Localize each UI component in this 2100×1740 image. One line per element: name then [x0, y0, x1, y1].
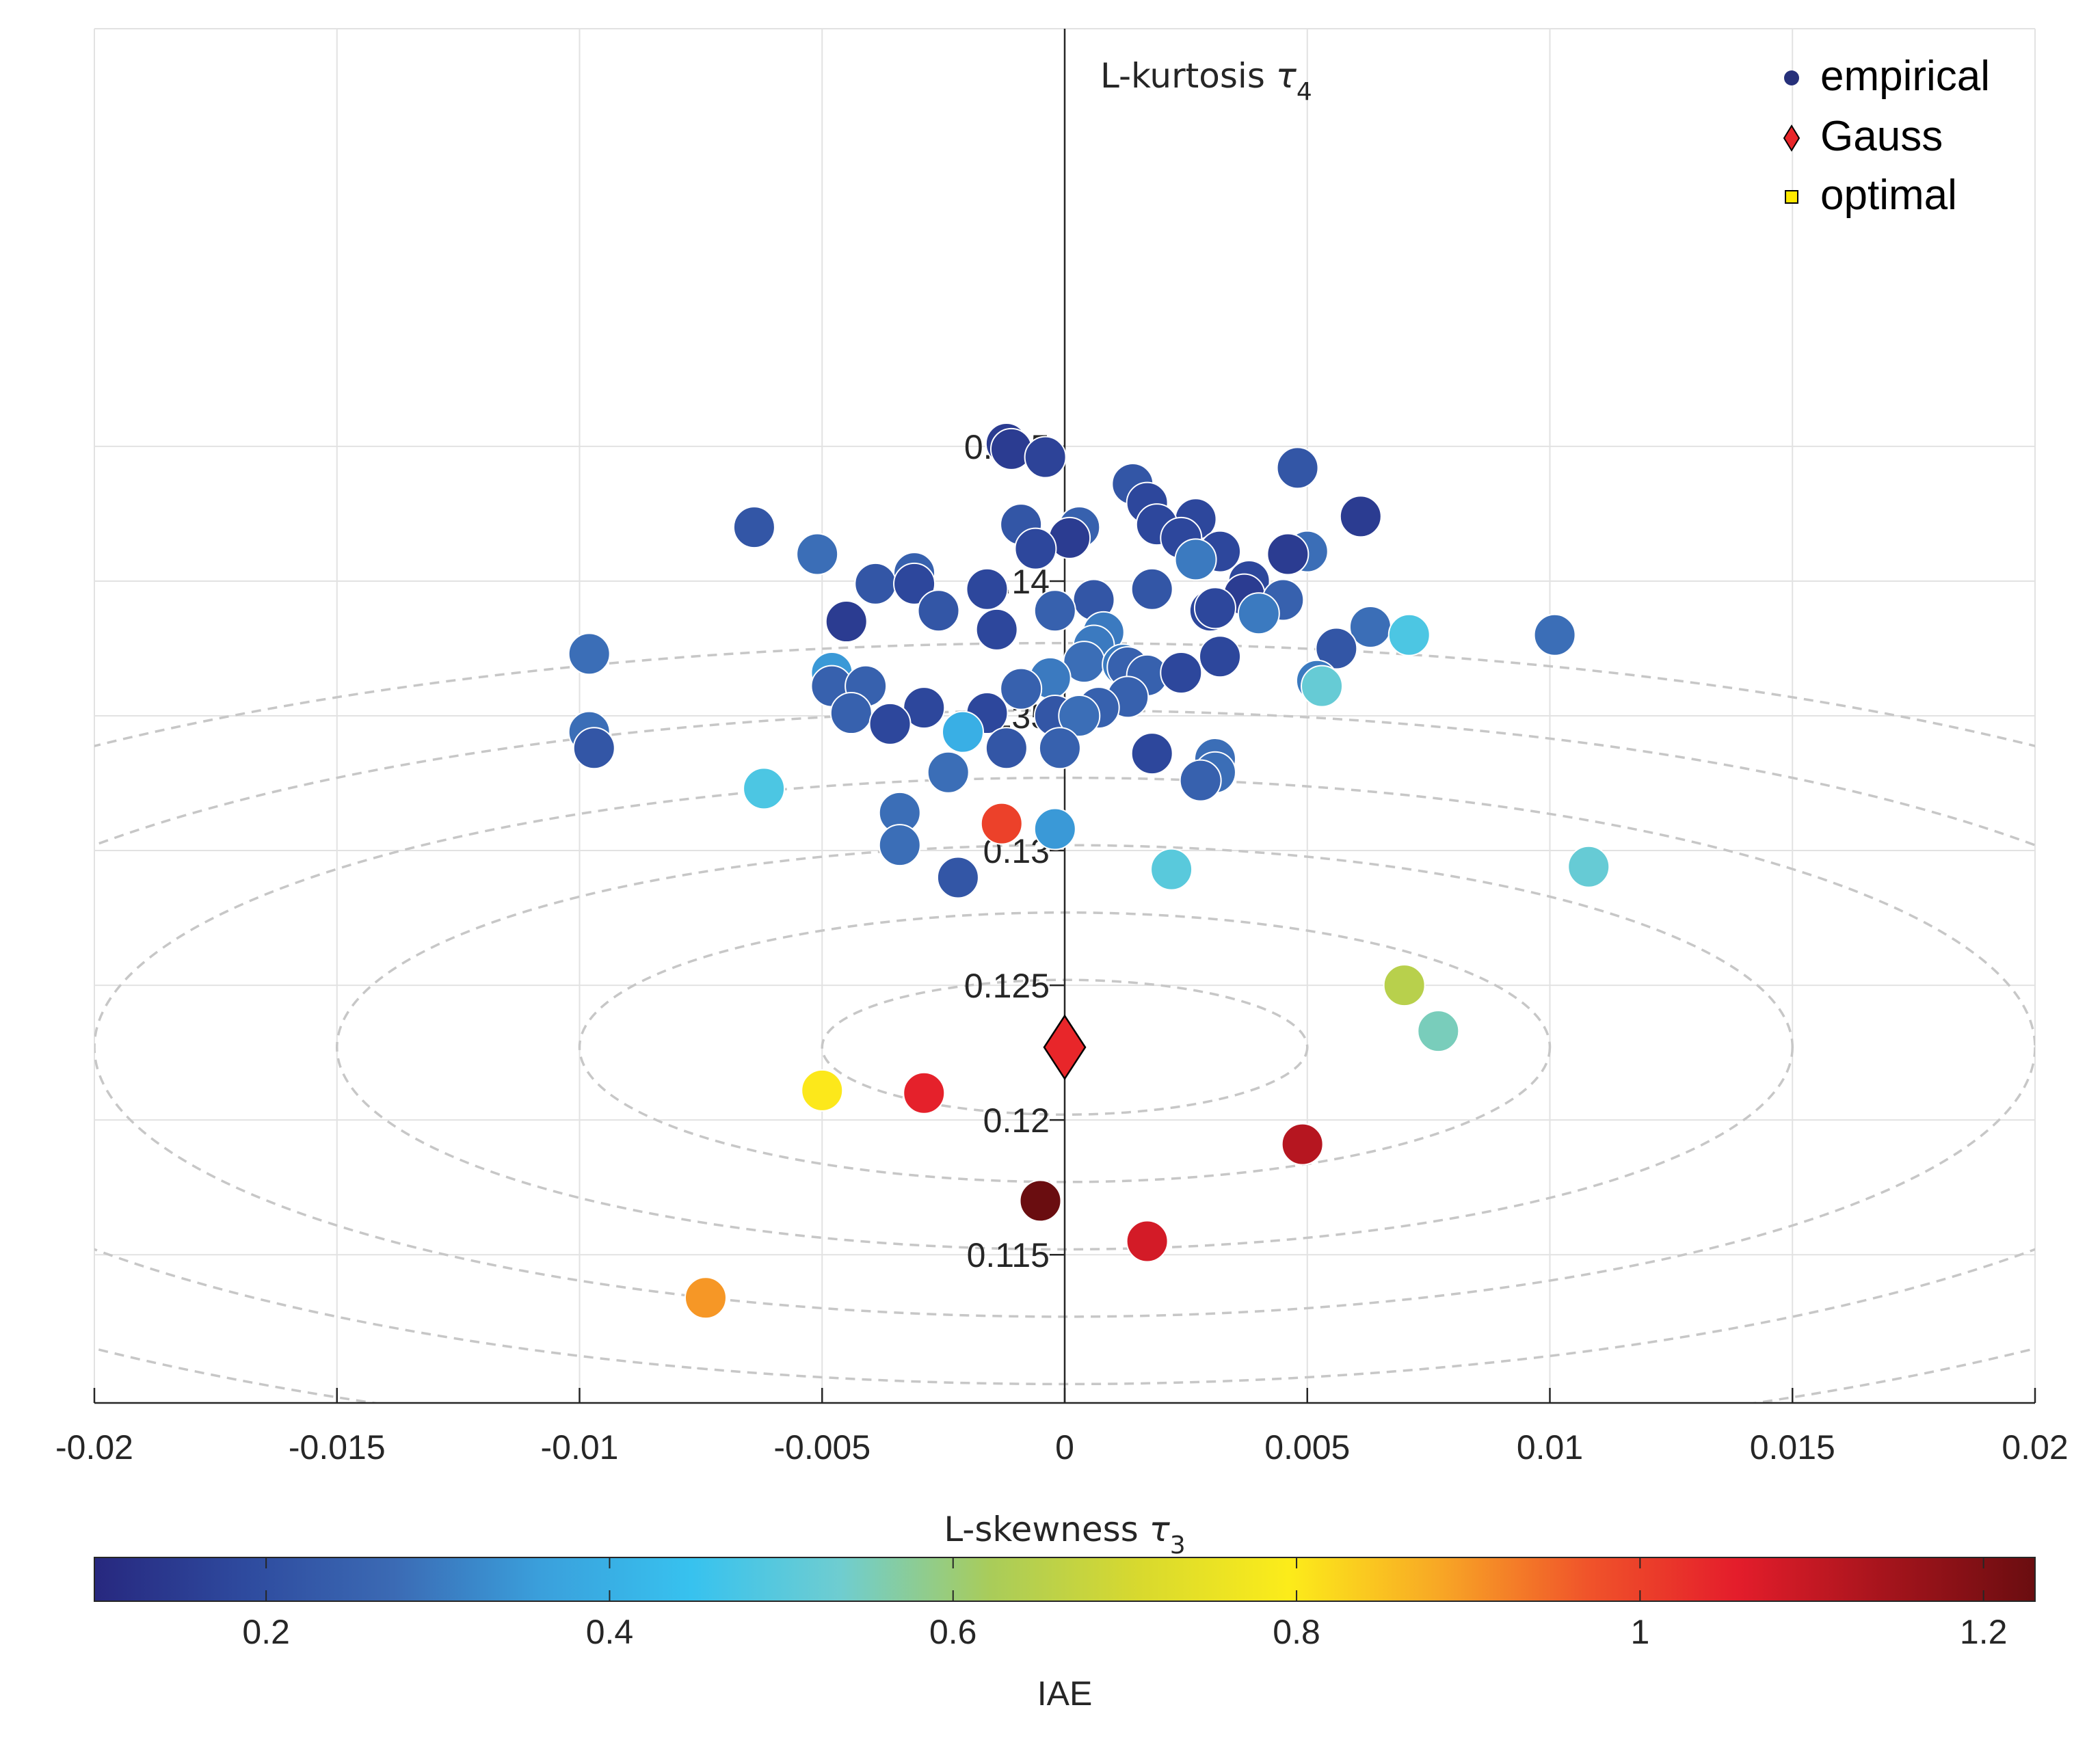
empirical-point	[893, 562, 936, 605]
empirical-point	[796, 533, 839, 576]
y-tick-label: 0.125	[964, 967, 1050, 1005]
empirical-point	[1533, 613, 1576, 656]
x-axis-title-subscript: 3	[1170, 1531, 1186, 1560]
empirical-point	[903, 1071, 946, 1114]
x-tick-label: 0.005	[1264, 1428, 1350, 1467]
empirical-point	[1567, 845, 1610, 888]
empirical-point	[1038, 727, 1081, 770]
y-tick-label: 0.115	[967, 1236, 1050, 1274]
empirical-point	[868, 702, 912, 745]
empirical-point	[829, 692, 873, 735]
empirical-point	[1033, 589, 1076, 632]
colorbar-tick-label: 1.2	[1960, 1613, 2008, 1651]
empirical-point	[1266, 533, 1310, 576]
empirical-point	[1130, 732, 1173, 775]
empirical-point	[1058, 695, 1101, 737]
empirical-point	[980, 802, 1023, 845]
colorbar-tick-label: 1	[1630, 1613, 1649, 1651]
x-tick-label: -0.005	[773, 1428, 870, 1467]
scatter-points	[568, 422, 1610, 1320]
y-axis-title-symbol: τ	[1276, 56, 1297, 96]
colorbar-tick-label: 0.2	[242, 1613, 290, 1651]
empirical-point	[1126, 1220, 1169, 1263]
empirical-point	[1315, 627, 1358, 670]
x-axis-title-text: L-skewness	[944, 1510, 1138, 1549]
empirical-point	[1033, 807, 1076, 851]
empirical-point	[1014, 527, 1057, 570]
empirical-point	[1193, 587, 1236, 630]
x-tick-label: -0.02	[55, 1428, 133, 1467]
colorbar-ticks: 0.2 0.4 0.6 0.8 1 1.2	[242, 1557, 2007, 1651]
empirical-point	[1199, 635, 1242, 678]
colorbar: 0.2 0.4 0.6 0.8 1 1.2 IAE	[94, 1557, 2036, 1713]
empirical-point	[1417, 1010, 1460, 1053]
empirical-point	[975, 608, 1018, 651]
x-tick-label: 0.02	[2002, 1428, 2068, 1467]
empirical-point	[743, 767, 786, 810]
x-tick-label: 0	[1055, 1428, 1074, 1467]
legend-marker-empirical	[1784, 70, 1799, 85]
empirical-point	[917, 589, 960, 632]
x-tick-label: 0.015	[1750, 1428, 1835, 1467]
y-tick-label: 0.12	[983, 1101, 1050, 1140]
empirical-point	[1387, 613, 1431, 656]
x-tick-label: 0.01	[1517, 1428, 1583, 1467]
colorbar-title: IAE	[1037, 1674, 1093, 1713]
empirical-point	[1174, 538, 1217, 581]
x-tick-label: -0.01	[541, 1428, 619, 1467]
colorbar-tick-label: 0.6	[929, 1613, 977, 1651]
empirical-point	[1301, 665, 1344, 708]
empirical-point	[732, 506, 775, 549]
empirical-point	[1024, 436, 1067, 479]
legend-label-optimal: optimal	[1820, 172, 1957, 219]
empirical-point	[1179, 759, 1222, 802]
empirical-point	[942, 710, 985, 753]
colorbar-gradient	[94, 1557, 2036, 1602]
empirical-point	[1237, 592, 1280, 635]
empirical-point	[572, 727, 615, 770]
x-axis-title: L-skewness τ3	[944, 1510, 1185, 1560]
x-axis-title-symbol: τ	[1149, 1510, 1171, 1549]
empirical-point	[684, 1276, 727, 1320]
legend-marker-gauss	[1783, 124, 1800, 152]
gauss-marker-layer	[1043, 1014, 1087, 1081]
empirical-point	[927, 751, 970, 794]
empirical-point	[985, 727, 1028, 770]
empirical-point	[878, 824, 921, 867]
empirical-point	[1150, 848, 1193, 891]
y-axis-title-text: L-kurtosis	[1100, 56, 1265, 96]
empirical-point	[1339, 495, 1382, 538]
empirical-point	[854, 562, 897, 605]
colorbar-tick-label: 0.4	[586, 1613, 634, 1651]
y-axis-title-subscript: 4	[1297, 78, 1312, 106]
empirical-point	[825, 600, 868, 643]
empirical-point	[1276, 446, 1319, 490]
empirical-point	[966, 567, 1009, 611]
legend-label-gauss: Gauss	[1820, 113, 1943, 160]
empirical-point	[568, 632, 611, 675]
colorbar-tick-label: 0.8	[1273, 1613, 1320, 1651]
empirical-point	[1281, 1123, 1324, 1166]
empirical-point	[1130, 567, 1173, 611]
legend: empirical Gauss optimal	[1783, 53, 1990, 219]
empirical-point	[1019, 1179, 1062, 1222]
x-tick-label: -0.015	[289, 1428, 386, 1467]
empirical-point	[936, 856, 979, 899]
optimal-point	[801, 1069, 844, 1112]
empirical-point	[1383, 964, 1426, 1007]
empirical-point	[1000, 667, 1043, 710]
empirical-point	[1160, 651, 1203, 694]
y-axis-title: L-kurtosis τ4	[1100, 56, 1312, 106]
gauss-marker	[1043, 1014, 1087, 1081]
legend-marker-optimal	[1785, 190, 1798, 204]
legend-label-empirical: empirical	[1820, 53, 1990, 100]
